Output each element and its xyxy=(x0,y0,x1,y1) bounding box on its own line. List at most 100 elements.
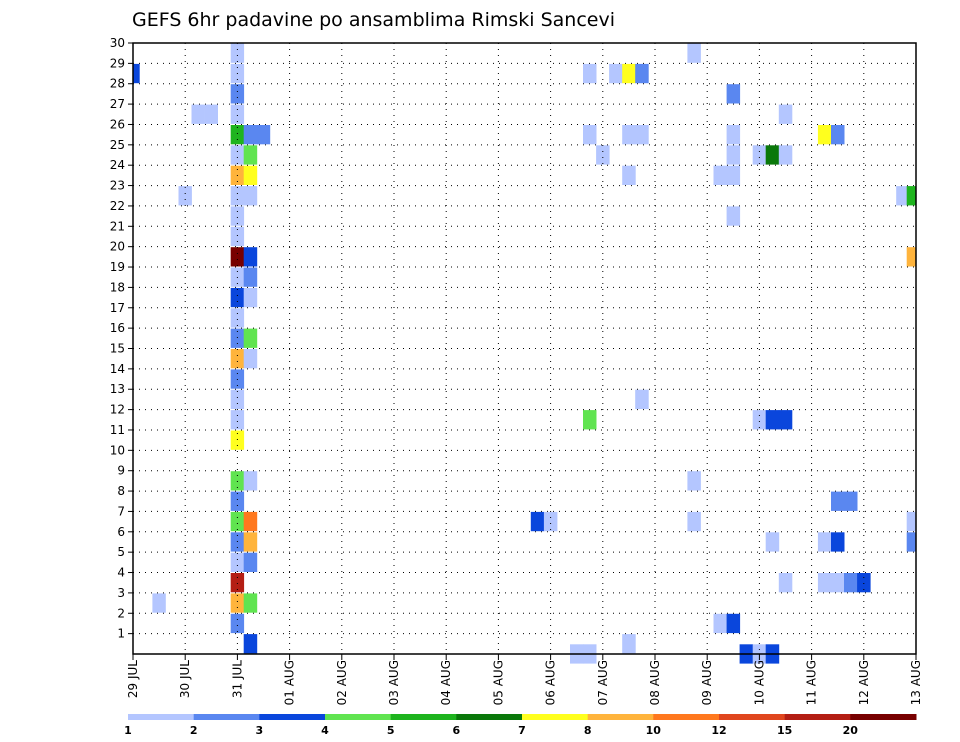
y-tick-label: 18 xyxy=(110,280,125,294)
legend-swatch xyxy=(456,714,523,720)
y-tick-label: 4 xyxy=(117,566,125,580)
y-tick-label: 19 xyxy=(110,260,125,274)
heatmap-cell xyxy=(726,145,741,165)
x-tick-label: 04 AUG xyxy=(439,660,453,705)
y-tick-label: 22 xyxy=(110,199,125,213)
legend-swatch xyxy=(719,714,786,720)
x-tick-label: 02 AUG xyxy=(335,660,349,705)
heatmap-cell xyxy=(243,593,258,613)
heatmap-cell xyxy=(687,43,701,63)
heatmap-cell xyxy=(687,511,701,532)
legend-label: 8 xyxy=(584,724,592,737)
heatmap-cell xyxy=(726,613,741,634)
y-tick-label: 5 xyxy=(117,545,125,559)
y-tick-label: 13 xyxy=(110,382,125,396)
heatmap-cell xyxy=(778,410,793,430)
legend-label: 10 xyxy=(646,724,662,737)
heatmap-cell xyxy=(230,84,245,104)
heatmap-cell xyxy=(256,125,271,145)
heatmap-cell xyxy=(687,471,701,491)
legend-label: 20 xyxy=(843,724,859,737)
heatmap-cell xyxy=(152,593,166,613)
heatmap-cell xyxy=(635,63,649,84)
y-tick-label: 11 xyxy=(110,423,125,437)
heatmap-cell xyxy=(726,165,741,185)
legend-label: 5 xyxy=(387,724,395,737)
heatmap-cell xyxy=(817,532,832,552)
y-axis-ticks: 1234567891011121314151617181920212223242… xyxy=(110,36,133,641)
heatmap-cell xyxy=(243,125,258,145)
heatmap-cell xyxy=(906,186,916,206)
heatmap-cell xyxy=(230,287,245,308)
legend-swatch xyxy=(587,714,654,720)
heatmap-cell xyxy=(230,328,245,348)
x-tick-label: 10 AUG xyxy=(752,660,766,705)
heatmap-cell xyxy=(230,389,245,409)
heatmap-cell xyxy=(583,125,597,145)
y-tick-label: 24 xyxy=(110,158,125,172)
heatmap-cell xyxy=(857,573,871,593)
legend-label: 1 xyxy=(124,724,132,737)
legend-swatch xyxy=(193,714,260,720)
y-tick-label: 3 xyxy=(117,586,125,600)
y-tick-label: 25 xyxy=(110,138,125,152)
y-tick-label: 8 xyxy=(117,484,125,498)
heatmap-cell xyxy=(243,145,258,165)
heatmap-cell xyxy=(243,552,258,572)
x-tick-label: 07 AUG xyxy=(596,660,610,705)
x-tick-label: 30 JUL xyxy=(178,660,192,698)
heatmap-cell xyxy=(230,410,245,430)
heatmap-cell xyxy=(230,613,245,634)
y-tick-label: 7 xyxy=(117,504,125,518)
legend-swatch xyxy=(259,714,326,720)
heatmap-cell xyxy=(230,247,245,267)
x-tick-label: 09 AUG xyxy=(700,660,714,705)
heatmap-cell xyxy=(906,532,916,552)
heatmap-cell xyxy=(230,125,245,145)
heatmap-cell xyxy=(230,308,245,328)
heatmap-cell xyxy=(230,43,245,63)
legend-swatch xyxy=(653,714,720,720)
heatmap-cell xyxy=(230,593,245,613)
heatmap-cell xyxy=(243,165,258,185)
heatmap-cell xyxy=(230,206,245,226)
heatmap-cell xyxy=(622,165,636,185)
y-tick-label: 28 xyxy=(110,77,125,91)
heatmap-cell xyxy=(765,410,780,430)
heatmap-cell xyxy=(778,104,793,124)
heatmap-cell xyxy=(713,613,727,634)
legend-swatch xyxy=(784,714,851,720)
x-tick-label: 11 AUG xyxy=(805,660,819,705)
legend-swatch xyxy=(850,714,917,720)
y-tick-label: 29 xyxy=(110,56,125,70)
heatmap-cell xyxy=(230,471,245,491)
heatmap-cell xyxy=(133,63,140,84)
heatmap-cell xyxy=(765,145,780,165)
heatmap-cell xyxy=(243,471,258,491)
heatmap-cell xyxy=(831,532,845,552)
y-tick-label: 20 xyxy=(110,240,125,254)
y-tick-label: 1 xyxy=(117,627,125,641)
heatmap-cell xyxy=(831,491,845,511)
heatmap-cell xyxy=(831,573,845,593)
legend-swatch xyxy=(128,714,195,720)
x-tick-label: 31 JUL xyxy=(230,660,244,698)
y-tick-label: 21 xyxy=(110,219,125,233)
heatmap-cell xyxy=(230,511,245,532)
heatmap-cell xyxy=(844,573,858,593)
legend-label: 2 xyxy=(190,724,198,737)
heatmap-cell xyxy=(243,349,258,369)
heatmap-cell xyxy=(230,226,245,247)
heatmap-cell xyxy=(230,491,245,511)
legend-label: 3 xyxy=(255,724,263,737)
heatmap-cell xyxy=(191,104,205,124)
heatmap-cell xyxy=(817,573,832,593)
heatmap-cell xyxy=(243,267,258,287)
heatmap-cell xyxy=(752,410,767,430)
legend-label: 6 xyxy=(452,724,460,737)
legend-label: 7 xyxy=(518,724,526,737)
colorbar-legend: 1 2 3 4 5 6 7 8 10 12 15 20 xyxy=(124,714,917,737)
y-tick-label: 27 xyxy=(110,97,125,111)
cells-layer xyxy=(133,43,916,664)
